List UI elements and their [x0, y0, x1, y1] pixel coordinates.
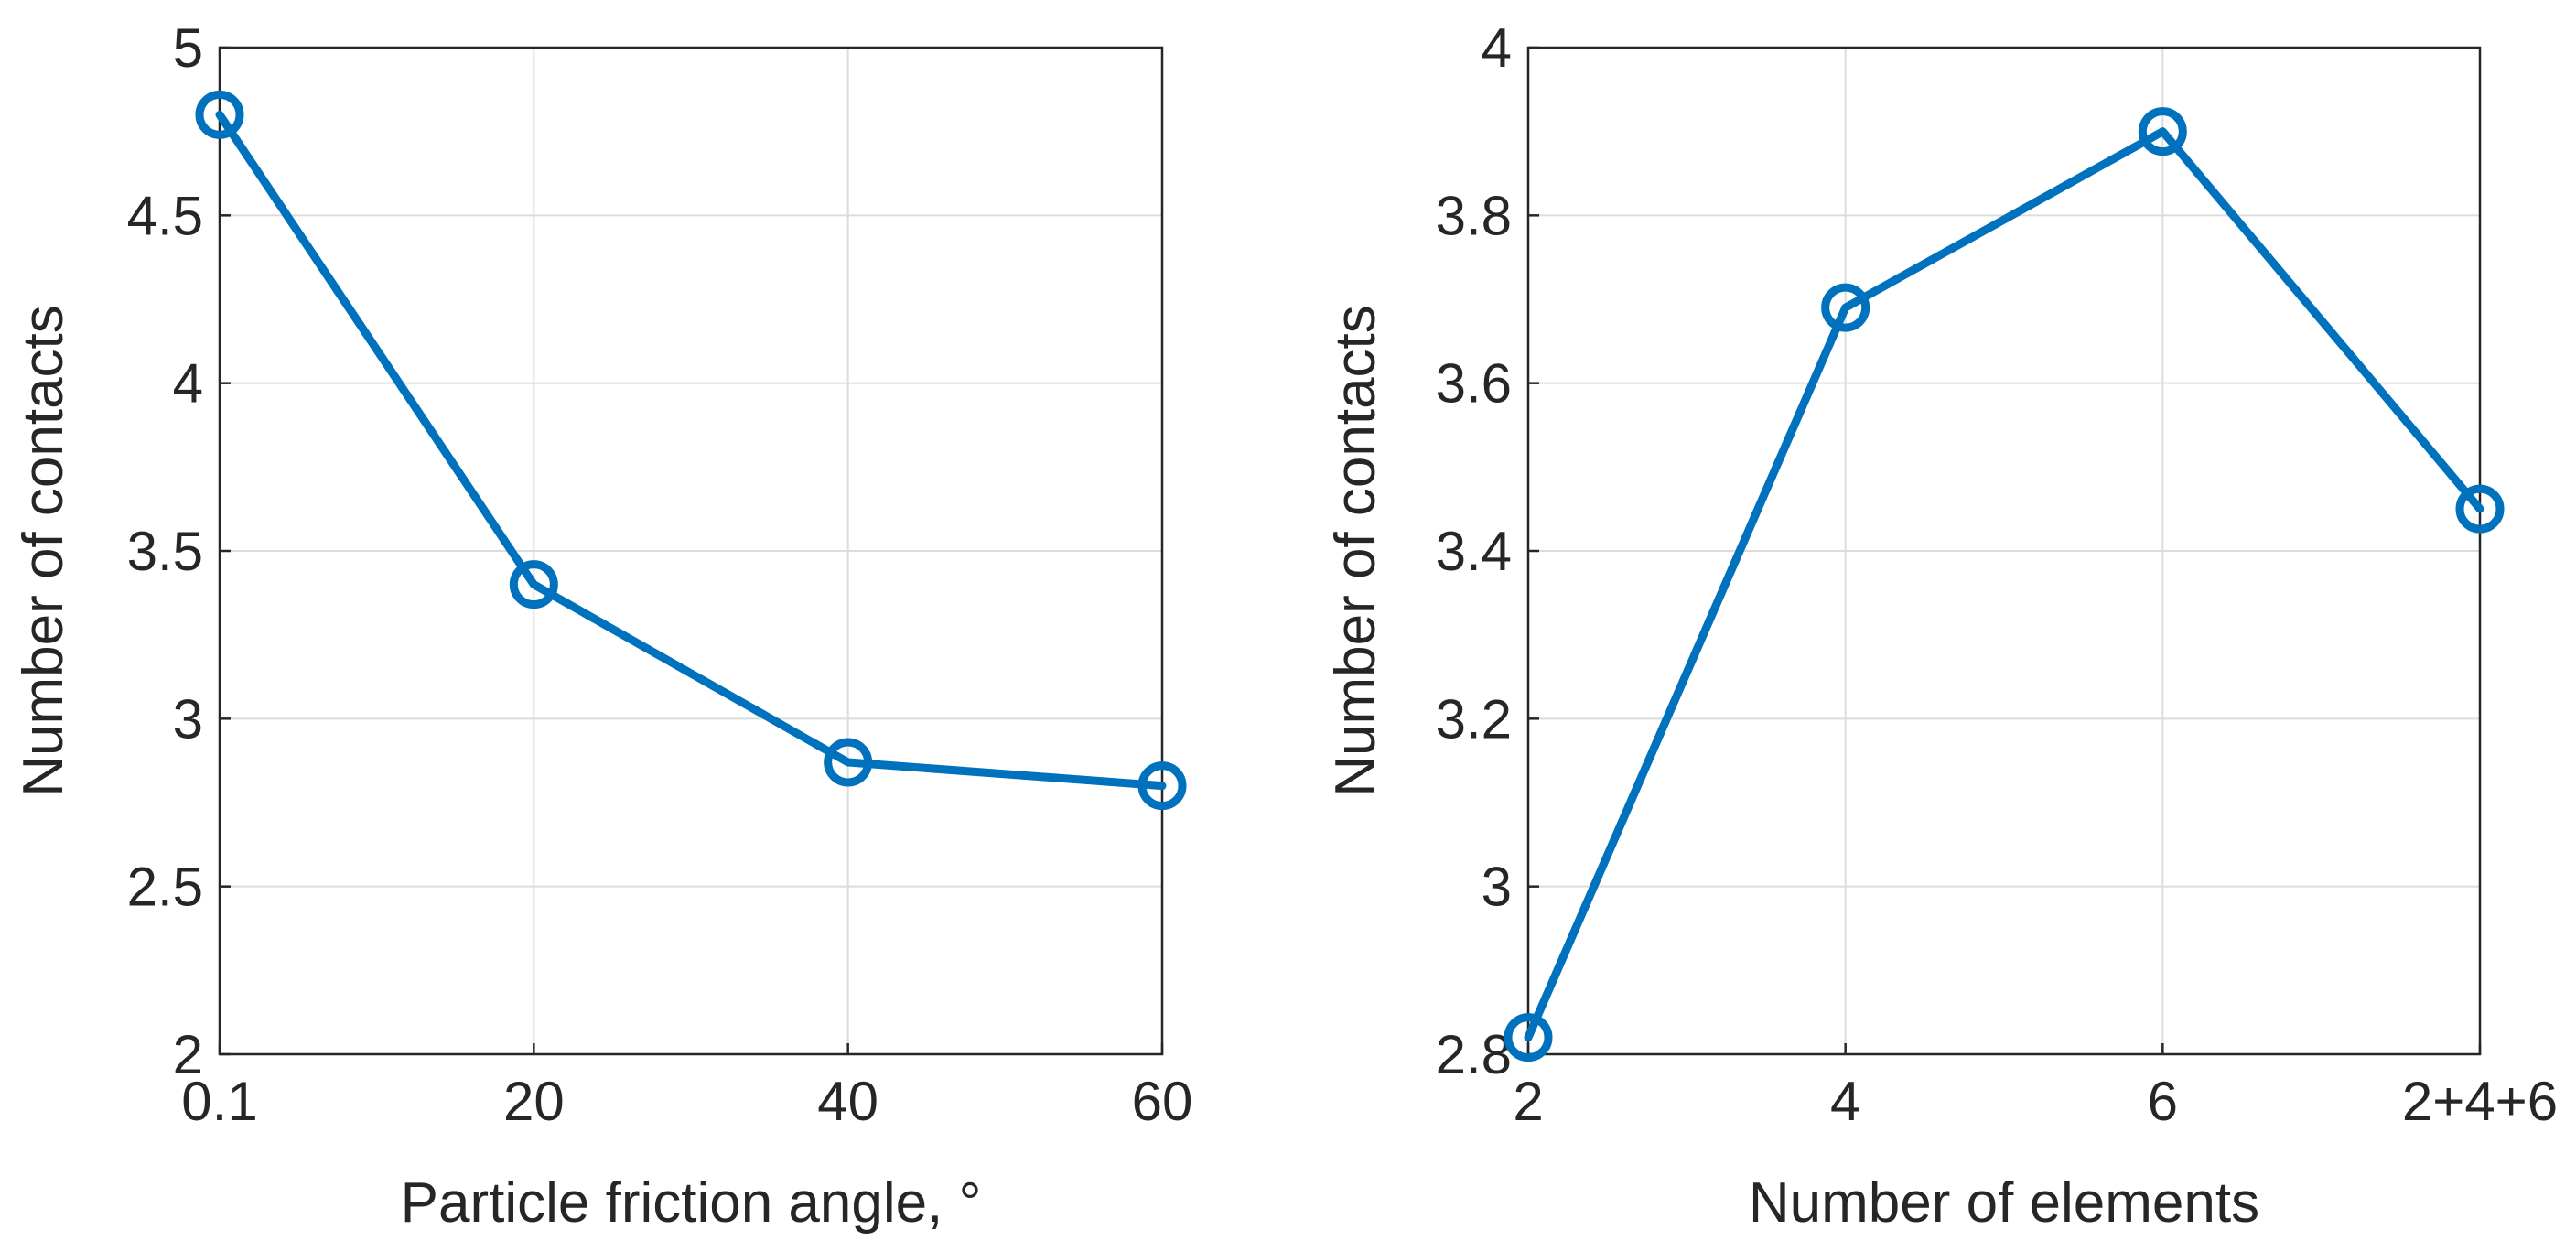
chart-friction-angle-series — [195, 90, 1187, 811]
chart-number-of-elements-xtick-label: 2+4+6 — [2402, 1071, 2558, 1132]
chart-number-of-elements-data-point — [1504, 1013, 1553, 1062]
chart-number-of-elements-ytick-label: 3 — [1482, 857, 1512, 918]
chart-number-of-elements-ytick-label: 4 — [1482, 17, 1512, 79]
chart-number-of-elements-xlabel: Number of elements — [1749, 1171, 2259, 1235]
chart-friction-angle-xtick-label: 60 — [1132, 1071, 1193, 1132]
chart-friction-angle-xtick-label: 0.1 — [181, 1071, 257, 1132]
chart-number-of-elements-data-point — [2455, 484, 2505, 534]
chart-friction-angle-data-point — [824, 738, 873, 787]
chart-number-of-elements-grid — [1528, 48, 2480, 1054]
chart-friction-angle-ytick-label: 3.5 — [127, 521, 203, 582]
chart-number-of-elements-data-point — [2138, 107, 2187, 156]
chart-friction-angle-ytick-label: 3 — [173, 688, 203, 750]
chart-number-of-elements-ytick-label: 3.8 — [1436, 185, 1512, 246]
chart-friction-angle-ylabel: Number of contacts — [12, 305, 75, 797]
chart-friction-angle-ytick-label: 2 — [173, 1024, 203, 1085]
chart-number-of-elements-data-point — [1821, 283, 1870, 332]
chart-number-of-elements-ylabel: Number of contacts — [1324, 305, 1387, 797]
chart-number-of-elements-series-line — [1524, 127, 2484, 1042]
chart-friction-angle-grid — [220, 48, 1162, 1054]
chart-number-of-elements-ytick-label: 2.8 — [1436, 1024, 1512, 1085]
chart-friction-angle-data-point — [195, 90, 244, 139]
chart-number-of-elements-ytick-label: 3.4 — [1436, 521, 1512, 582]
chart-number-of-elements-xtick-label: 2 — [1513, 1071, 1543, 1132]
chart-friction-angle-xlabel: Particle friction angle, ° — [401, 1171, 982, 1235]
chart-number-of-elements-ytick-label: 3.6 — [1436, 353, 1512, 415]
chart-friction-angle-ytick-label: 5 — [173, 17, 203, 79]
chart-number-of-elements-xtick-label: 4 — [1830, 1071, 1860, 1132]
chart-friction-angle: 0.1 20 40 60 2 2.5 3 3.5 4 4.5 5 Particle friction… — [12, 17, 1192, 1235]
chart-friction-angle-ytick-label: 4 — [173, 353, 203, 415]
chart-number-of-elements-xtick-label: 6 — [2148, 1071, 2178, 1132]
chart-friction-angle-ticks: 0.1 20 40 60 2 2.5 3 3.5 4 4.5 5 — [127, 17, 1193, 1132]
chart-friction-angle-xtick-label: 40 — [817, 1071, 878, 1132]
chart-number-of-elements: 2 4 6 2+4+6 2.8 3 3.2 3.4 3.6 3.8 4 Number of elem… — [1324, 17, 2558, 1235]
chart-friction-angle-ytick-label: 2.5 — [127, 857, 203, 918]
chart-friction-angle-data-point — [1137, 761, 1187, 811]
chart-number-of-elements-ticks: 2 4 6 2+4+6 2.8 3 3.2 3.4 3.6 3.8 4 — [1436, 17, 2559, 1132]
chart-friction-angle-data-point — [509, 560, 558, 609]
chart-number-of-elements-ytick-label: 3.2 — [1436, 688, 1512, 750]
chart-friction-angle-xtick-label: 20 — [503, 1071, 565, 1132]
chart-friction-angle-ytick-label: 4.5 — [127, 185, 203, 246]
chart-number-of-elements-series — [1504, 107, 2505, 1062]
chart-friction-angle-series-line — [215, 110, 1167, 791]
